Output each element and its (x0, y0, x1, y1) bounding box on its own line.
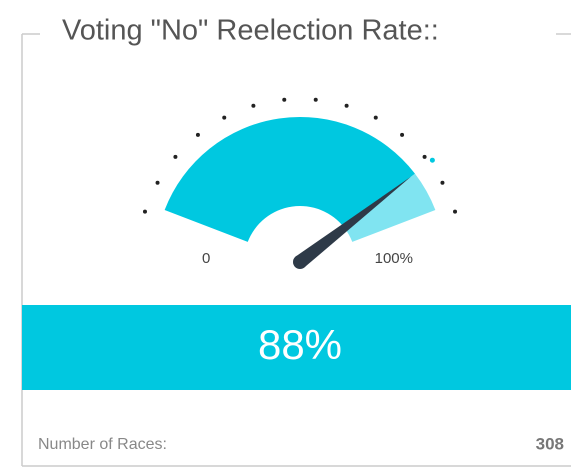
value-banner (22, 305, 571, 390)
gauge-dot (155, 180, 160, 185)
footer-value: 308 (536, 434, 564, 453)
footer-label: Number of Races: (38, 436, 167, 453)
gauge-tick-label: 100% (375, 250, 413, 267)
gauge-dot (344, 103, 349, 108)
chart-title: Voting "No" Reelection Rate:: (62, 15, 439, 47)
gauge-dot (142, 209, 147, 214)
gauge-dot (282, 97, 287, 102)
gauge-dot (222, 115, 227, 120)
needle (295, 176, 411, 268)
value-label: 88% (258, 321, 342, 368)
gauge-dot (422, 154, 427, 159)
gauge-tick-label: 0 (202, 250, 210, 267)
value-marker (429, 157, 435, 163)
gauge-dot (440, 180, 445, 185)
gauge-dot (400, 132, 405, 137)
gauge-dot (251, 103, 256, 108)
gauge-dot (173, 154, 178, 159)
gauge-fill (164, 117, 415, 242)
gauge-dot (453, 209, 458, 214)
gauge-dot (373, 115, 378, 120)
gauge-dot (313, 97, 318, 102)
needle-hub (293, 255, 307, 269)
gauge-track (344, 173, 436, 242)
gauge-dot (195, 132, 200, 137)
